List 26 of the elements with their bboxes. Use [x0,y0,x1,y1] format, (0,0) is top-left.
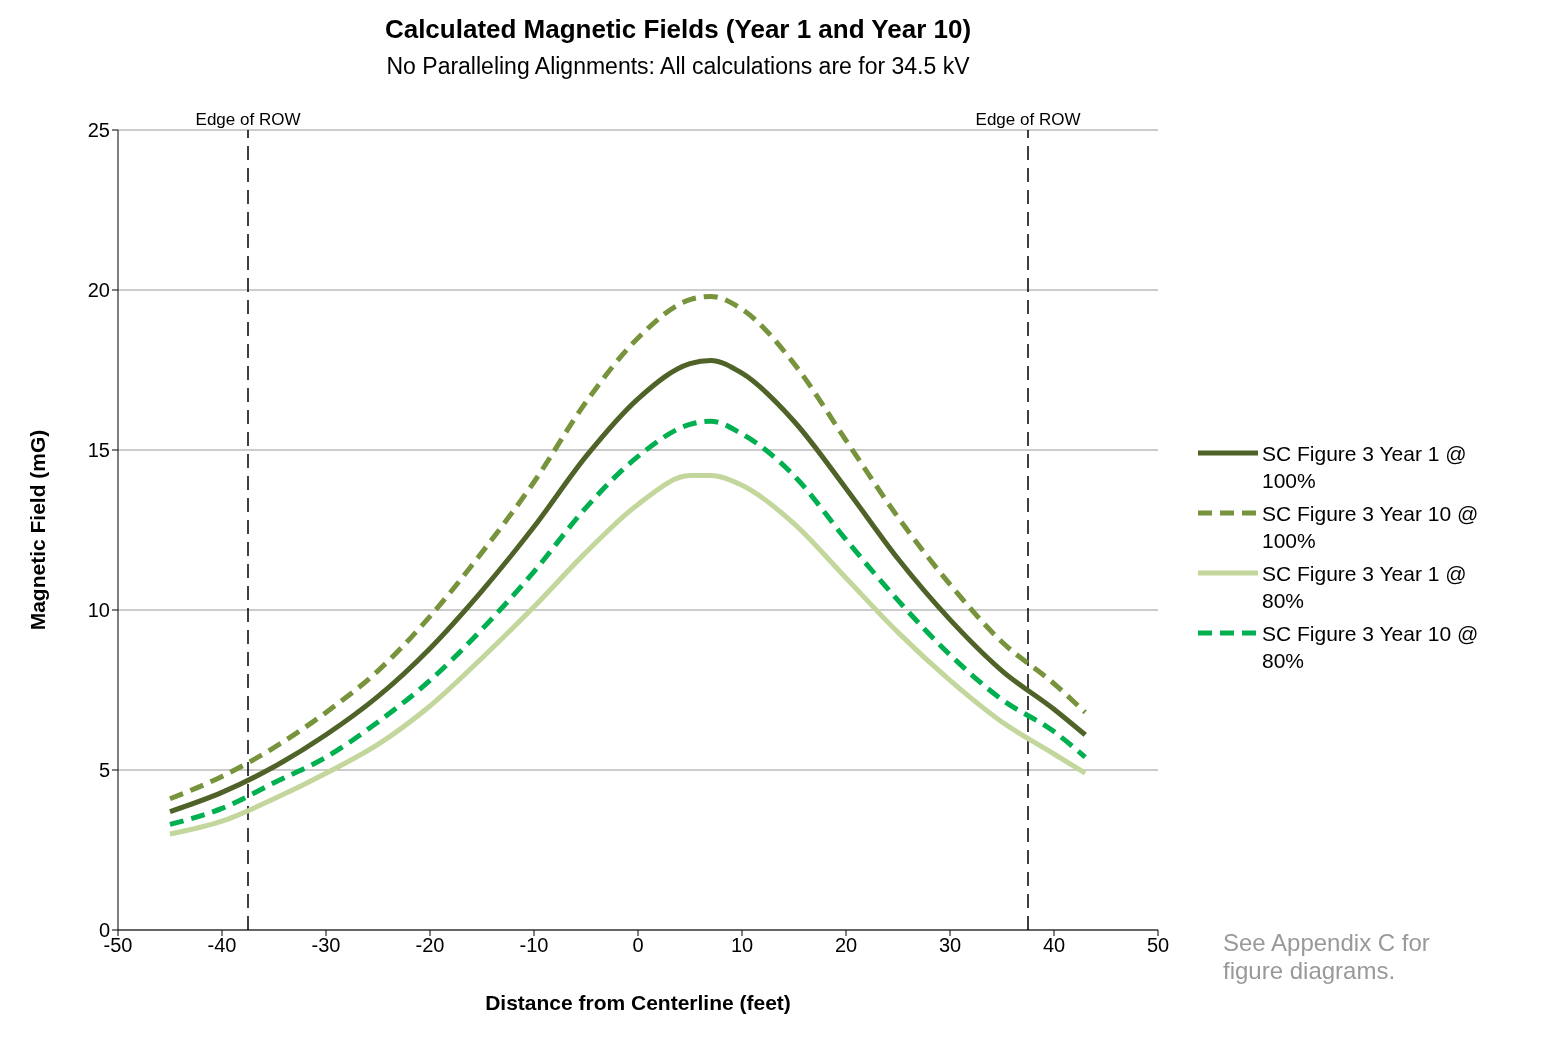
x-tick-label: 40 [1042,934,1066,957]
legend-label: SC Figure 3 Year 1 @ 80% [1262,561,1468,614]
y-tick-label: 20 [87,279,110,302]
y-tick-label: 10 [87,599,110,622]
x-axis-title: Distance from Centerline (feet) [485,991,791,1014]
y-tick-label: 5 [98,759,110,782]
y-axis-title: Magnetic Field (mG) [26,429,50,631]
text: See Appendix C for figure diagrams. [1223,929,1431,985]
legend-label: SC Figure 3 Year 1 @ 100% [1262,441,1468,494]
x-tick-label: -10 [519,934,549,957]
x-tick-label: -20 [415,934,445,957]
x-tick-label: 0 [632,934,644,957]
x-tick-label: -40 [207,934,237,957]
x-tick-label: 10 [730,934,754,957]
chart-subtitle: No Paralleling Alignments: All calculations are for 34.5 kV [385,53,971,80]
y-tick-label: 15 [87,439,110,462]
legend-label: SC Figure 3 Year 10 @ 80% [1262,621,1480,674]
x-tick-label: 20 [834,934,858,957]
x-tick-label: -30 [311,934,341,957]
chart-title: Calculated Magnetic Fields (Year 1 and Year 10) [383,14,973,45]
x-tick-label: 50 [1146,934,1170,957]
ref-line-label: Edge of ROW [975,110,1081,129]
y-tick-label: 25 [87,119,110,142]
ref-line-label: Edge of ROW [195,110,301,129]
legend-label: SC Figure 3 Year 10 @ 100% [1262,501,1480,554]
x-tick-label: 30 [938,934,962,957]
